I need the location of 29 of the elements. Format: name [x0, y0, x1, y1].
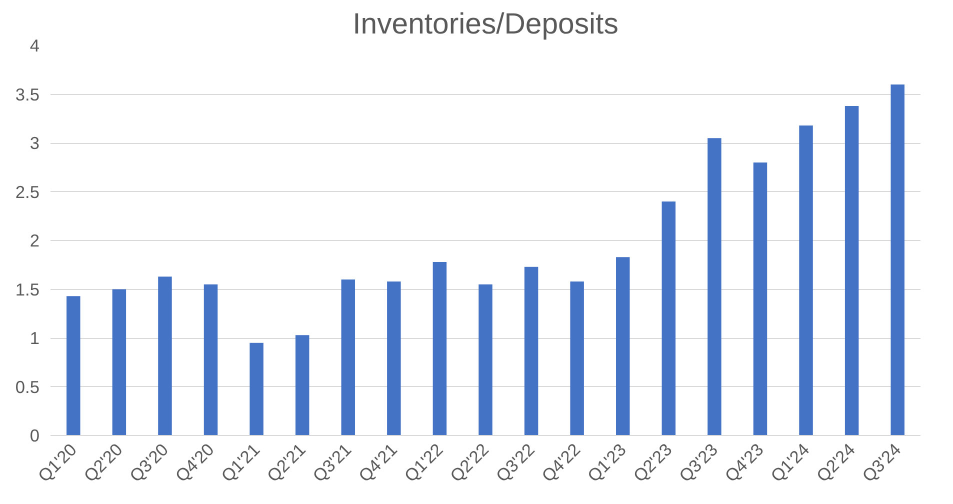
bar [616, 257, 630, 436]
bar [570, 281, 584, 436]
bar [387, 281, 401, 436]
y-tick-label: 1.5 [15, 279, 40, 300]
bar [295, 335, 310, 436]
y-tick-label: 2 [30, 230, 40, 250]
bar [66, 296, 80, 436]
bar [432, 262, 447, 436]
bar [204, 284, 218, 436]
y-tick-label: 4 [30, 36, 40, 56]
chart-title: Inventories/Deposits [352, 8, 618, 40]
y-tick-label: 2.5 [15, 182, 40, 202]
bar [753, 162, 768, 436]
y-tick-label: 3 [30, 133, 40, 153]
y-tick-label: 3.5 [15, 84, 40, 104]
bar [890, 84, 904, 436]
bar [112, 289, 126, 436]
bar [341, 280, 355, 436]
bar [158, 276, 172, 436]
y-tick-label: 1 [30, 328, 40, 348]
y-tick-label: 0 [30, 426, 40, 446]
bar [478, 284, 492, 436]
bar [799, 125, 813, 436]
bar [524, 266, 538, 436]
bar [844, 106, 859, 436]
bar [250, 342, 264, 436]
y-tick-label: 0.5 [15, 376, 40, 397]
bar [662, 202, 676, 436]
bar [708, 138, 722, 436]
